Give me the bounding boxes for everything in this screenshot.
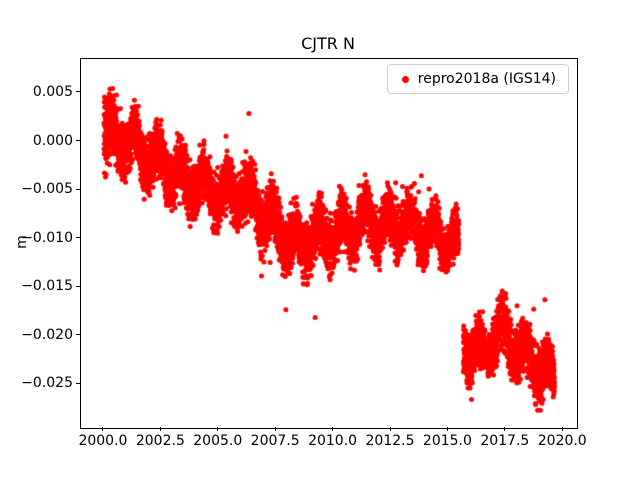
chart-title: CJTR N (301, 34, 355, 53)
x-tick-label: 2000.0 (78, 433, 128, 449)
y-tick (76, 188, 80, 190)
y-tick (76, 382, 80, 384)
y-tick (76, 140, 80, 142)
y-tick (76, 91, 80, 93)
x-tick (159, 427, 161, 431)
y-tick-label: 0.000 (32, 132, 73, 149)
y-tick-label: −0.025 (21, 375, 73, 392)
x-tick-label: 2020.0 (537, 433, 587, 449)
x-tick (102, 427, 104, 431)
x-tick (274, 427, 276, 431)
y-tick (76, 237, 80, 239)
x-tick (389, 427, 391, 431)
x-tick-label: 2012.5 (365, 433, 415, 449)
scatter-canvas (81, 59, 577, 428)
x-tick (504, 427, 506, 431)
y-tick-label: 0.005 (32, 83, 73, 100)
x-tick (332, 427, 334, 431)
x-tick-label: 2002.5 (135, 433, 185, 449)
x-tick (561, 427, 563, 431)
x-tick (446, 427, 448, 431)
x-tick-label: 2015.0 (422, 433, 472, 449)
y-tick-label: −0.005 (21, 181, 73, 198)
y-tick (76, 334, 80, 336)
legend: repro2018a (IGS14) (386, 64, 569, 94)
x-tick-label: 2005.0 (193, 433, 243, 449)
x-tick (217, 427, 219, 431)
x-tick-label: 2017.5 (480, 433, 530, 449)
legend-label: repro2018a (IGS14) (417, 71, 556, 87)
x-tick-label: 2007.5 (250, 433, 300, 449)
plot-area: repro2018a (IGS14) (80, 58, 578, 429)
y-tick-label: −0.020 (21, 326, 73, 343)
y-tick (76, 285, 80, 287)
y-tick-label: −0.015 (21, 278, 73, 295)
x-tick-label: 2010.0 (308, 433, 358, 449)
legend-marker-dot (401, 75, 409, 83)
y-tick-label: −0.010 (21, 229, 73, 246)
